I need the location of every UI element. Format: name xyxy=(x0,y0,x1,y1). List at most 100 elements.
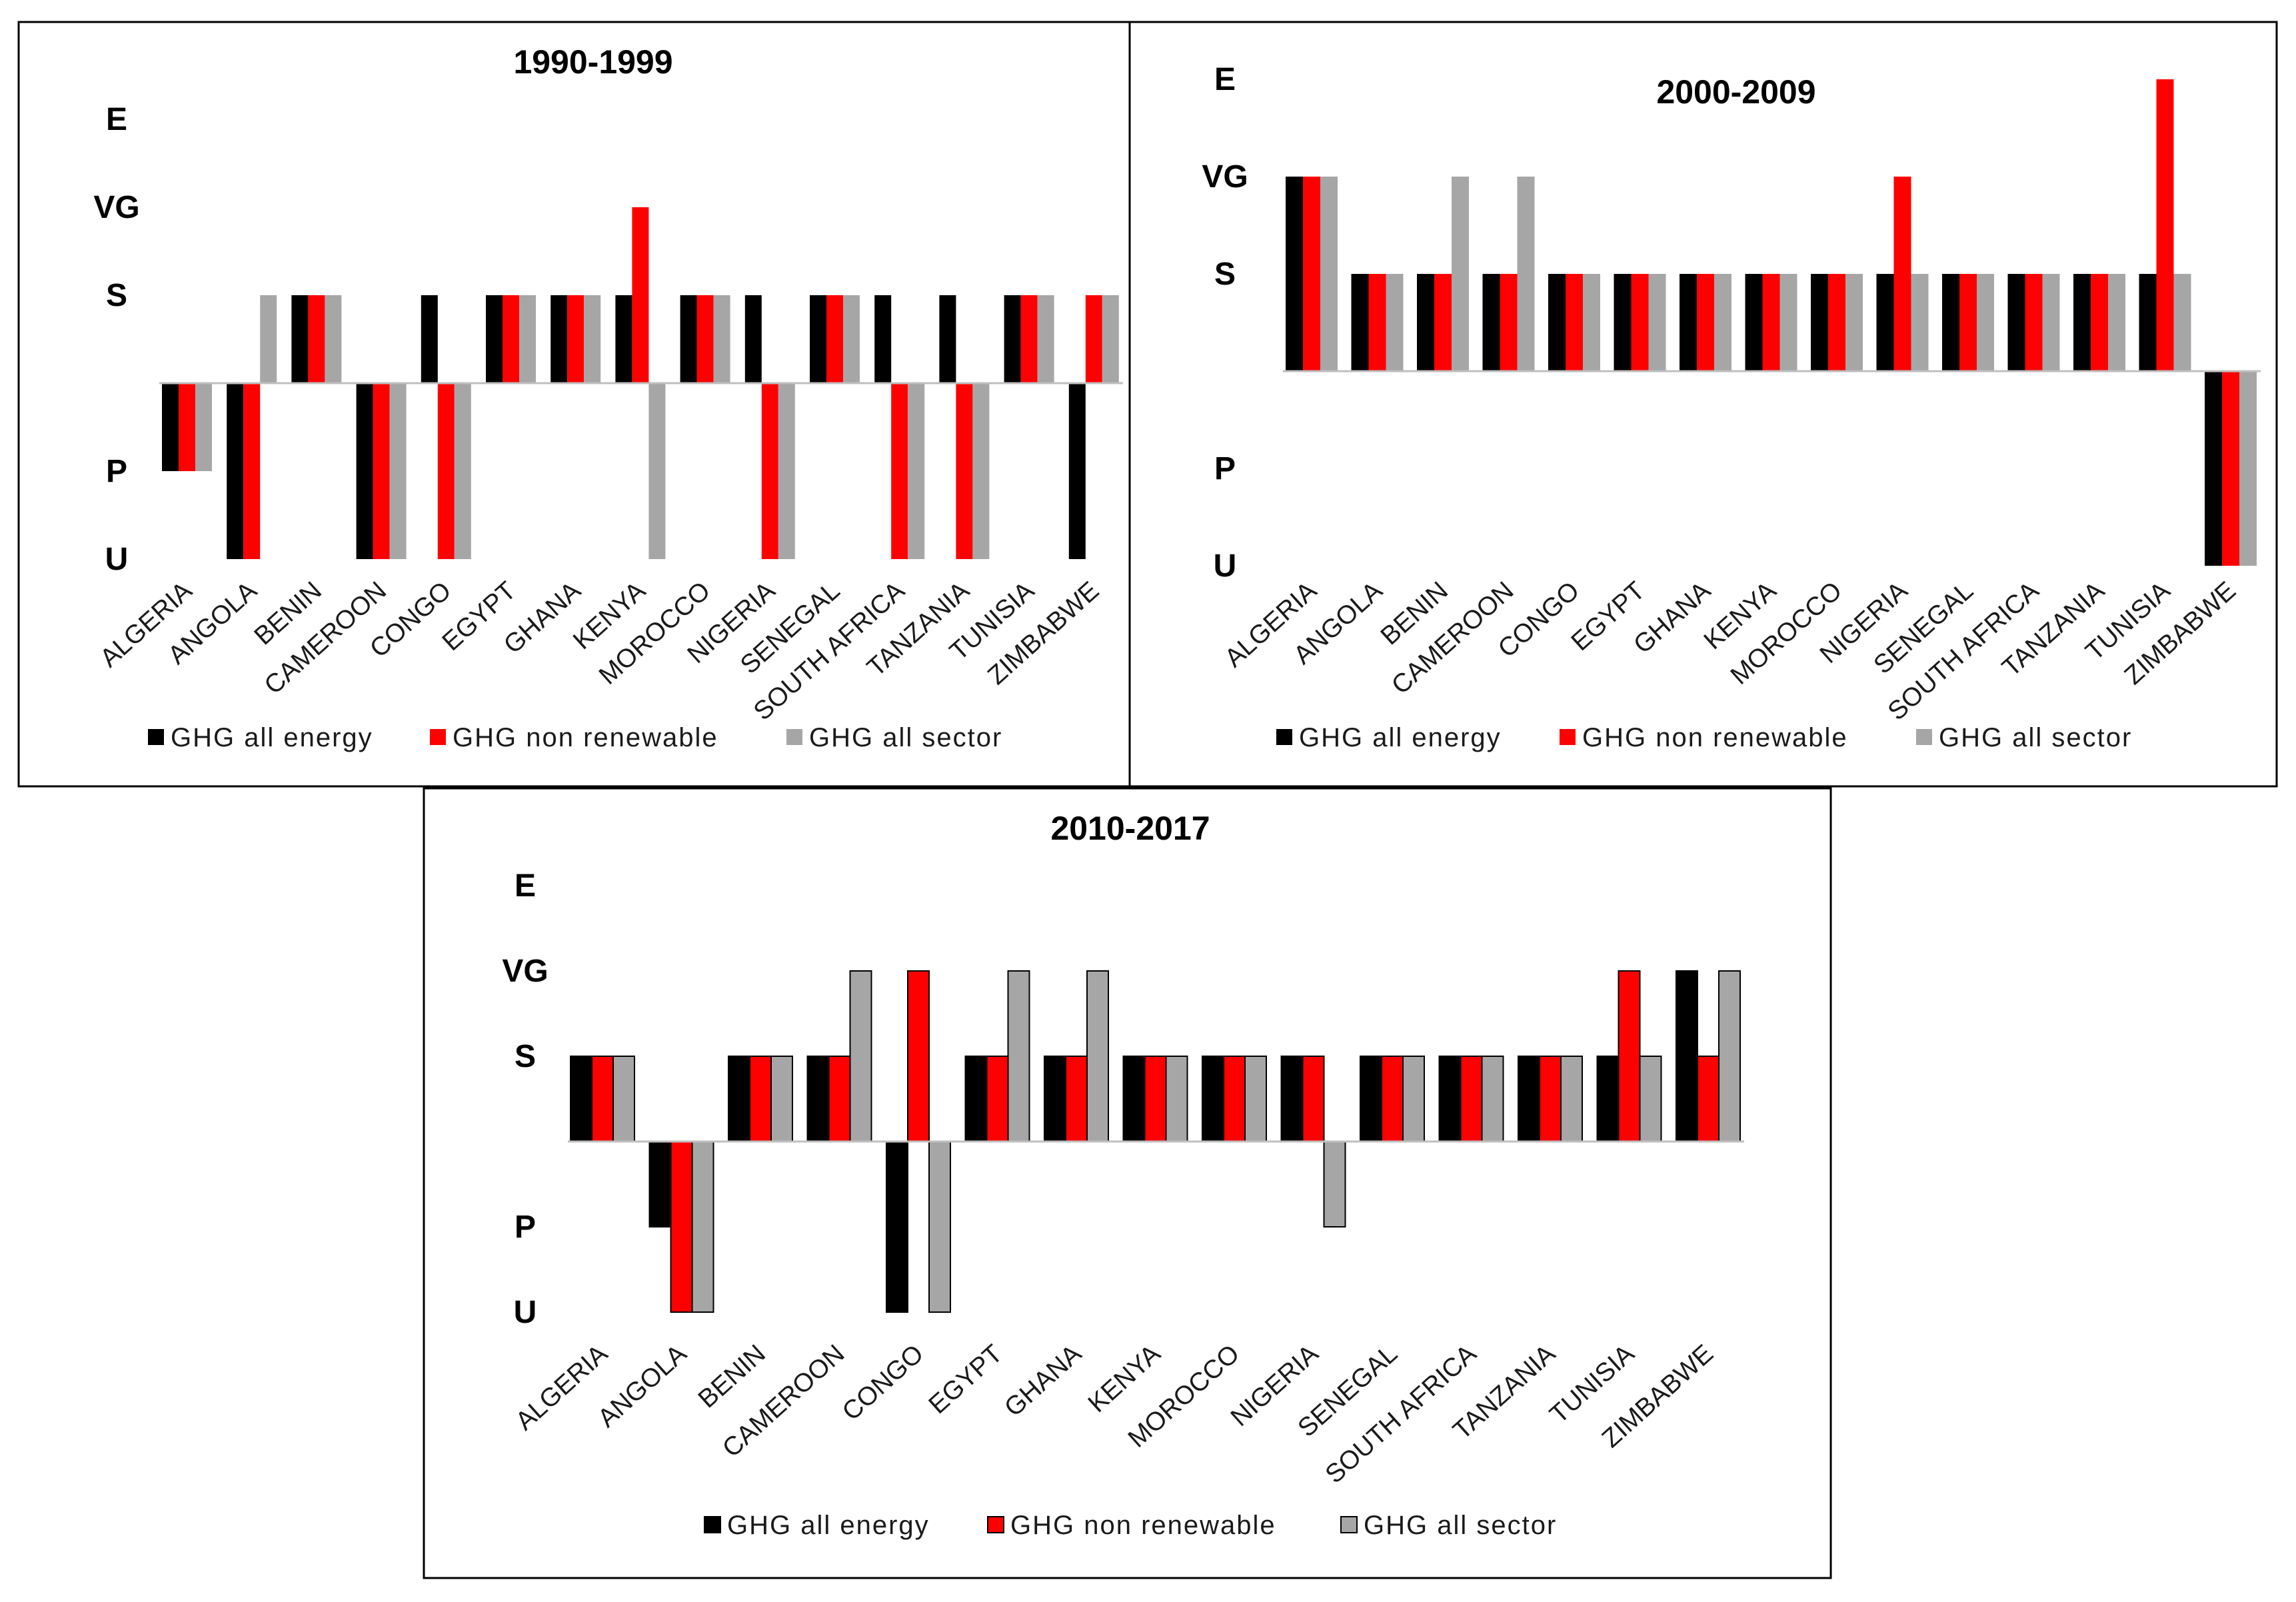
bar-nonrenew-benin xyxy=(1434,274,1452,371)
bar-energy-ghana xyxy=(1680,274,1697,371)
bar-sector-cameroon xyxy=(849,970,872,1142)
bar-nonrenew-algeria xyxy=(591,1056,614,1142)
bar-energy-zimbabwe xyxy=(2205,371,2222,566)
bar-nonrenew-zimbabwe xyxy=(1085,295,1102,383)
y-level-label: S xyxy=(106,278,127,313)
bar-nonrenew-tanzania xyxy=(2091,274,2108,371)
bar-energy-tanzania xyxy=(2073,274,2091,371)
category-label: ANGOLA xyxy=(592,1339,692,1433)
bar-nonrenew-morocco xyxy=(696,295,714,383)
bar-energy-cameroon xyxy=(356,383,373,559)
panel-border xyxy=(423,787,1832,1579)
bar-nonrenew-egypt xyxy=(986,1056,1009,1142)
bar-energy-benin xyxy=(1417,274,1434,371)
chart-title: 1990-1999 xyxy=(513,43,672,81)
bar-energy-tunisia xyxy=(1596,1056,1620,1142)
bar-nonrenew-congo xyxy=(437,383,455,559)
y-level-label: S xyxy=(1214,257,1236,292)
bar-energy-senegal xyxy=(1942,274,1959,371)
bar-nonrenew-egypt xyxy=(1631,274,1649,371)
y-level-label: VG xyxy=(93,190,139,225)
legend-swatch-energy xyxy=(148,729,164,745)
bar-energy-kenya xyxy=(1122,1056,1146,1142)
bar-sector-tunisia xyxy=(1037,295,1054,383)
y-level-label: S xyxy=(515,1039,536,1074)
bar-nonrenew-algeria xyxy=(1303,177,1320,371)
bar-nonrenew-cameroon xyxy=(1500,274,1518,371)
legend: GHG all energy GHG non renewable GHG all s… xyxy=(148,723,1002,752)
bar-nonrenew-cameroon xyxy=(828,1056,851,1142)
legend-swatch-energy xyxy=(1276,729,1292,745)
bar-sector-algeria xyxy=(195,383,212,471)
bar-nonrenew-kenya xyxy=(1762,274,1780,371)
bar-sector-south-africa xyxy=(908,383,925,559)
y-level-label: P xyxy=(515,1209,536,1245)
legend-swatch-sector xyxy=(1340,1516,1358,1533)
bar-sector-zimbabwe xyxy=(2239,371,2257,566)
bar-sector-cameroon xyxy=(1517,177,1535,371)
bar-nonrenew-tanzania xyxy=(956,383,973,559)
bar-nonrenew-algeria xyxy=(179,383,195,471)
bar-sector-zimbabwe xyxy=(1102,295,1119,383)
bar-sector-tunisia xyxy=(1639,1056,1662,1142)
bar-nonrenew-ghana xyxy=(567,295,584,383)
bar-nonrenew-morocco xyxy=(1223,1056,1246,1142)
bar-sector-morocco xyxy=(1244,1056,1267,1142)
bar-energy-cameroon xyxy=(806,1056,830,1142)
bar-nonrenew-benin xyxy=(749,1056,772,1142)
bar-sector-congo xyxy=(1583,274,1600,371)
y-level-label: E xyxy=(515,868,536,904)
legend-label-sector: GHG all sector xyxy=(809,723,1002,752)
bar-energy-nigeria xyxy=(1876,274,1894,371)
bar-sector-nigeria xyxy=(1323,1141,1346,1227)
bar-nonrenew-tunisia xyxy=(2156,79,2174,371)
y-level-label: U xyxy=(1214,548,1237,584)
chart-panel-1: 1990-1999UPSVGEALGERIAANGOLABENINCAMEROO… xyxy=(17,21,1131,788)
bar-sector-egypt xyxy=(1648,274,1666,371)
bar-nonrenew-tunisia xyxy=(1618,970,1641,1142)
bar-energy-algeria xyxy=(1286,177,1303,371)
bar-energy-tunisia xyxy=(1004,295,1021,383)
bar-sector-morocco xyxy=(713,295,730,383)
bar-sector-nigeria xyxy=(1911,274,1929,371)
legend-swatch-nonrenew xyxy=(987,1516,1004,1533)
bar-energy-algeria xyxy=(570,1056,592,1142)
category-label: ALGERIA xyxy=(511,1339,613,1436)
bar-energy-congo xyxy=(421,295,438,383)
bar-sector-egypt xyxy=(519,295,536,383)
legend-swatch-nonrenew xyxy=(430,729,446,745)
bar-energy-benin xyxy=(728,1056,750,1142)
category-label: GHANA xyxy=(999,1339,1087,1423)
bar-nonrenew-angola xyxy=(670,1141,693,1313)
bar-nonrenew-ghana xyxy=(1065,1056,1088,1142)
bar-nonrenew-senegal xyxy=(826,295,843,383)
bar-sector-senegal xyxy=(843,295,860,383)
bar-sector-tanzania xyxy=(1560,1056,1583,1142)
bar-energy-morocco xyxy=(680,295,697,383)
bar-energy-angola xyxy=(1351,274,1369,371)
chart-title: 2010-2017 xyxy=(1050,810,1210,847)
bar-energy-tunisia xyxy=(2139,274,2157,371)
bar-nonrenew-congo xyxy=(1566,274,1583,371)
bar-energy-cameroon xyxy=(1482,274,1500,371)
y-level-label: E xyxy=(106,102,127,137)
category-label: EGYPT xyxy=(924,1339,1008,1419)
bar-energy-benin xyxy=(291,295,309,383)
bar-energy-zimbabwe xyxy=(1068,383,1086,559)
bar-sector-tanzania xyxy=(2108,274,2125,371)
bar-nonrenew-zimbabwe xyxy=(2222,371,2239,566)
bar-nonrenew-nigeria xyxy=(1893,177,1911,371)
bar-nonrenew-south-africa xyxy=(2025,274,2043,371)
bar-nonrenew-morocco xyxy=(1828,274,1845,371)
bar-nonrenew-ghana xyxy=(1697,274,1714,371)
bar-energy-kenya xyxy=(615,295,632,383)
bar-sector-south-africa xyxy=(2042,274,2060,371)
bar-nonrenew-zimbabwe xyxy=(1697,1056,1720,1142)
bar-nonrenew-senegal xyxy=(1381,1056,1404,1142)
category-label: BENIN xyxy=(693,1339,771,1414)
bar-sector-benin xyxy=(1452,177,1469,371)
bar-nonrenew-senegal xyxy=(1959,274,1977,371)
bar-nonrenew-benin xyxy=(308,295,325,383)
bar-sector-algeria xyxy=(1320,177,1338,371)
